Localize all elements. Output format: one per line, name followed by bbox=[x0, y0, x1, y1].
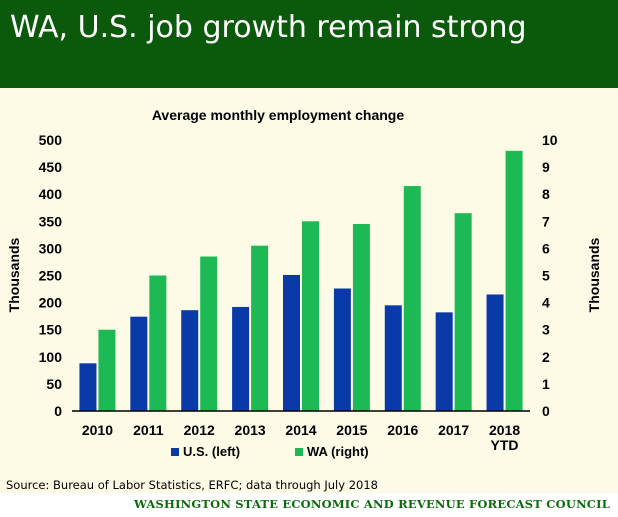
bar-us-4 bbox=[283, 274, 300, 411]
x-tick-label: 2018 bbox=[489, 422, 520, 438]
bar-wa-8 bbox=[505, 150, 523, 411]
y-left-tick-label: 450 bbox=[39, 159, 63, 175]
y-left-tick-label: 500 bbox=[39, 132, 63, 148]
bar-wa-4 bbox=[302, 221, 319, 411]
y-axis-right-ticks: 0 1 2 3 4 5 6 7 8 9 10 bbox=[542, 132, 558, 419]
x-tick-label: 2014 bbox=[285, 422, 316, 438]
bar-us-5 bbox=[333, 288, 351, 411]
y-left-tick-label: 50 bbox=[46, 376, 62, 392]
bar-wa-6 bbox=[403, 186, 421, 411]
legend-label-wa: WA (right) bbox=[307, 444, 369, 459]
y-right-tick-label: 4 bbox=[542, 295, 550, 311]
bar-us-7 bbox=[435, 312, 453, 411]
footer-org: WASHINGTON STATE ECONOMIC AND REVENUE FO… bbox=[134, 497, 610, 511]
bar-wa-3 bbox=[251, 245, 269, 411]
employment-chart: Average monthly employment change Thousa… bbox=[6, 107, 602, 459]
x-tick-label: 2010 bbox=[82, 422, 113, 438]
y-right-tick-label: 10 bbox=[542, 132, 558, 148]
y-right-tick-label: 7 bbox=[542, 213, 550, 229]
legend-swatch-wa bbox=[295, 448, 303, 456]
y-right-tick-label: 1 bbox=[542, 376, 550, 392]
bar-us-1 bbox=[130, 316, 148, 411]
bar-us-6 bbox=[384, 305, 402, 411]
bar-wa-5 bbox=[352, 224, 370, 411]
y-left-tick-label: 400 bbox=[39, 186, 63, 202]
bars bbox=[79, 150, 523, 411]
y-right-tick-label: 2 bbox=[542, 349, 550, 365]
x-tick-label: 2011 bbox=[133, 422, 164, 438]
legend-swatch-us bbox=[171, 448, 179, 456]
slide-header: WA, U.S. job growth remain strong bbox=[0, 0, 618, 88]
y-right-tick-label: 3 bbox=[542, 322, 550, 338]
y-right-tick-label: 9 bbox=[542, 159, 550, 175]
y-left-tick-label: 0 bbox=[54, 403, 62, 419]
y-left-tick-label: 250 bbox=[39, 268, 63, 284]
chart-title: Average monthly employment change bbox=[152, 107, 405, 123]
y-axis-left-ticks: 0 50 100 150 200 250 300 350 400 450 500 bbox=[39, 132, 63, 419]
x-tick-label: 2013 bbox=[235, 422, 266, 438]
y-axis-right-label: Thousands bbox=[586, 237, 602, 312]
y-right-tick-label: 6 bbox=[542, 240, 550, 256]
bar-wa-0 bbox=[98, 329, 116, 411]
y-right-tick-label: 0 bbox=[542, 403, 550, 419]
y-left-tick-label: 100 bbox=[39, 349, 63, 365]
bar-us-8 bbox=[486, 294, 504, 411]
legend: U.S. (left) WA (right) bbox=[171, 444, 369, 459]
y-left-tick-label: 200 bbox=[39, 295, 63, 311]
x-tick-label: 2017 bbox=[438, 422, 469, 438]
y-left-tick-label: 150 bbox=[39, 322, 63, 338]
bar-wa-2 bbox=[200, 256, 218, 411]
bar-wa-7 bbox=[454, 213, 472, 411]
y-left-tick-label: 300 bbox=[39, 240, 63, 256]
slide-title: WA, U.S. job growth remain strong bbox=[10, 10, 527, 45]
source-note: Source: Bureau of Labor Statistics, ERFC… bbox=[6, 478, 378, 492]
y-axis-left-label: Thousands bbox=[6, 237, 22, 312]
x-tick-label: 2015 bbox=[336, 422, 367, 438]
x-tick-label: YTD bbox=[491, 437, 519, 453]
y-right-tick-label: 8 bbox=[542, 186, 550, 202]
bar-us-0 bbox=[79, 363, 97, 411]
x-tick-label: 2012 bbox=[184, 422, 215, 438]
x-tick-label: 2016 bbox=[387, 422, 418, 438]
y-right-tick-label: 5 bbox=[542, 268, 550, 284]
bar-us-3 bbox=[232, 306, 250, 411]
legend-label-us: U.S. (left) bbox=[183, 444, 240, 459]
bar-us-2 bbox=[181, 310, 199, 411]
y-left-tick-label: 350 bbox=[39, 213, 63, 229]
bar-wa-1 bbox=[149, 275, 167, 411]
